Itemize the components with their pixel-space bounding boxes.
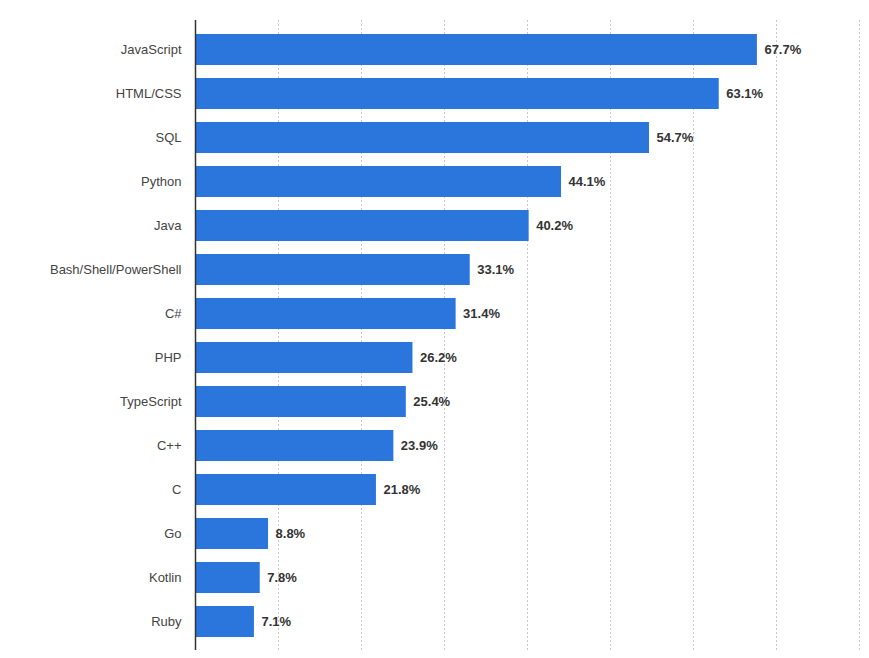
svg-text:7.1%: 7.1% — [261, 614, 291, 629]
svg-text:C#: C# — [165, 306, 182, 321]
svg-text:33.1%: 33.1% — [477, 262, 514, 277]
svg-text:54.7%: 54.7% — [657, 130, 694, 145]
svg-text:C++: C++ — [157, 438, 182, 453]
svg-text:HTML/CSS: HTML/CSS — [116, 86, 182, 101]
svg-text:63.1%: 63.1% — [726, 86, 763, 101]
svg-text:67.7%: 67.7% — [764, 42, 801, 57]
svg-text:40.2%: 40.2% — [536, 218, 573, 233]
svg-text:TypeScript: TypeScript — [120, 394, 182, 409]
svg-text:JavaScript: JavaScript — [121, 42, 182, 57]
svg-text:26.2%: 26.2% — [420, 350, 457, 365]
svg-text:44.1%: 44.1% — [569, 174, 606, 189]
svg-text:Java: Java — [154, 218, 182, 233]
svg-text:Python: Python — [141, 174, 181, 189]
svg-text:Ruby: Ruby — [151, 614, 182, 629]
svg-text:Bash/Shell/PowerShell: Bash/Shell/PowerShell — [50, 262, 182, 277]
svg-text:Kotlin: Kotlin — [149, 570, 182, 585]
svg-text:21.8%: 21.8% — [383, 482, 420, 497]
svg-text:C: C — [172, 482, 181, 497]
svg-text:Go: Go — [164, 526, 181, 541]
svg-text:7.8%: 7.8% — [267, 570, 297, 585]
svg-text:PHP: PHP — [155, 350, 182, 365]
svg-text:25.4%: 25.4% — [413, 394, 450, 409]
svg-text:23.9%: 23.9% — [401, 438, 438, 453]
svg-text:31.4%: 31.4% — [463, 306, 500, 321]
svg-text:8.8%: 8.8% — [276, 526, 306, 541]
svg-text:SQL: SQL — [155, 130, 181, 145]
